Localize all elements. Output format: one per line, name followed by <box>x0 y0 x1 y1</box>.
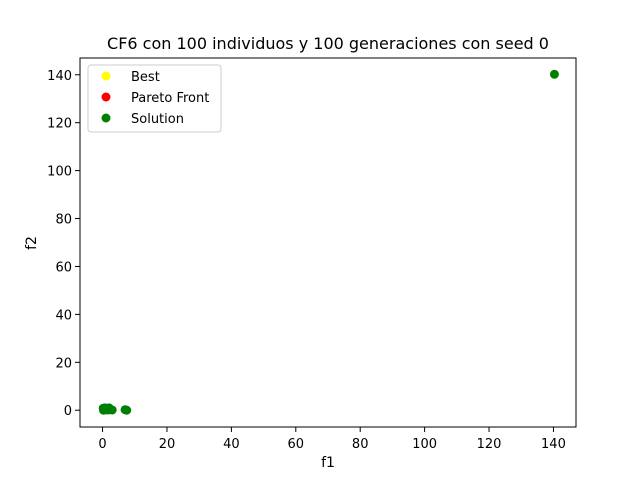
x-tick-label: 20 <box>159 437 176 452</box>
legend-box <box>87 64 222 133</box>
x-tick-label: 80 <box>352 437 369 452</box>
y-tick-label: 120 <box>47 117 72 132</box>
data-point <box>122 405 132 415</box>
x-tick-label: 0 <box>98 437 106 452</box>
legend: Best Pareto Front Solution <box>87 64 222 133</box>
y-tick-label: 40 <box>55 308 72 323</box>
legend-marker <box>101 71 111 81</box>
y-tick-label: 100 <box>47 165 72 180</box>
x-tick-label: 120 <box>477 437 502 452</box>
x-tick-label: 40 <box>223 437 240 452</box>
y-tick-label: 20 <box>55 356 72 371</box>
y-tick-label: 60 <box>55 260 72 275</box>
legend-marker <box>101 113 111 123</box>
y-tick-label: 140 <box>47 69 72 84</box>
legend-label: Pareto Front <box>131 91 209 106</box>
y-tick-label: 0 <box>64 404 72 419</box>
chart-title: CF6 con 100 individuos y 100 generacione… <box>107 34 549 53</box>
x-tick-label: 100 <box>412 437 437 452</box>
axis-ticks: 0 20 40 60 80 100 120 140 0 20 40 60 80 100 120 140 <box>47 69 566 452</box>
data-point <box>101 404 111 414</box>
x-tick-label: 140 <box>541 437 566 452</box>
y-tick-label: 80 <box>55 213 72 228</box>
y-axis-label: f2 <box>24 236 40 250</box>
legend-marker <box>101 92 111 102</box>
data-point <box>549 69 559 79</box>
legend-label: Solution <box>131 112 184 127</box>
data-points <box>98 69 559 415</box>
x-axis-label: f1 <box>321 455 335 471</box>
legend-label: Best <box>131 70 160 85</box>
x-tick-label: 60 <box>288 437 305 452</box>
plot-frame <box>79 57 577 428</box>
